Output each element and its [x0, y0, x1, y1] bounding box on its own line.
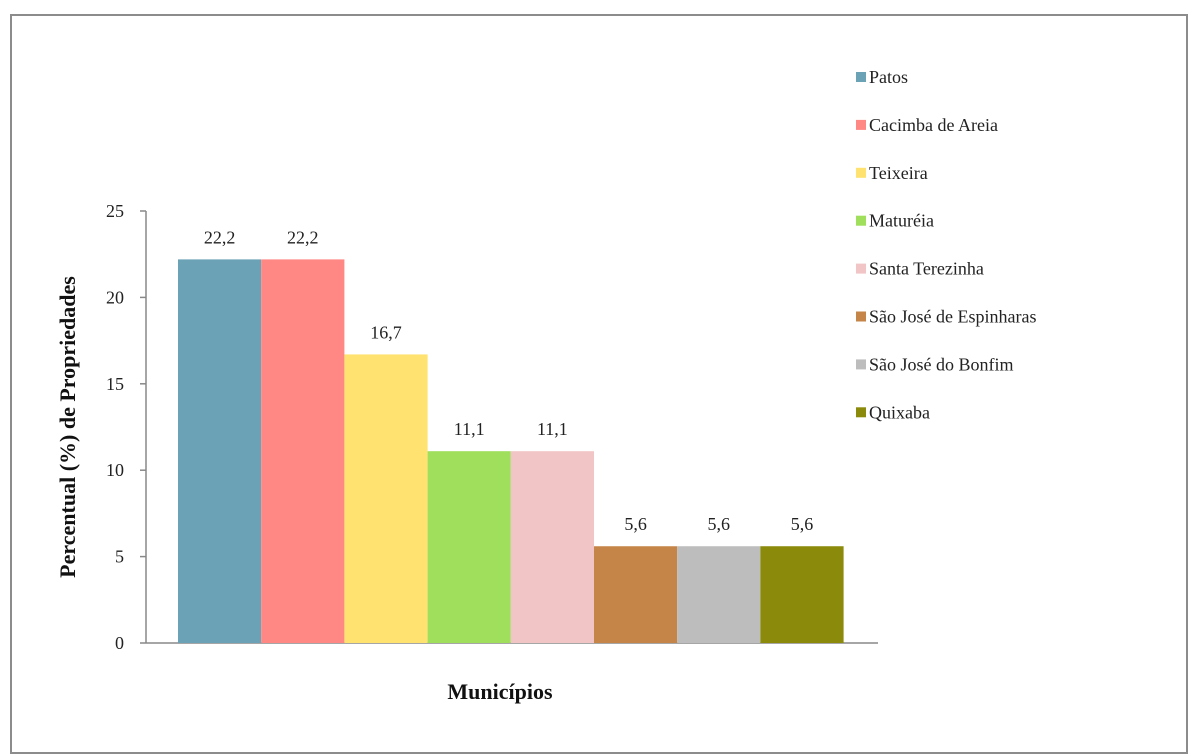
legend-swatch	[856, 215, 866, 226]
bar	[677, 546, 761, 643]
data-label: 5,6	[708, 514, 731, 534]
bar	[510, 451, 594, 643]
legend-label: Teixeira	[869, 163, 928, 183]
legend-label: Santa Terezinha	[869, 259, 984, 279]
legend-swatch	[856, 167, 866, 178]
legend-label: São José do Bonfim	[869, 354, 1014, 374]
bar	[344, 354, 428, 643]
y-tick-label: 0	[115, 633, 124, 653]
data-label: 11,1	[537, 419, 568, 439]
legend-label: Maturéia	[869, 211, 934, 231]
y-tick-label: 20	[106, 287, 124, 307]
legend-swatch	[856, 119, 866, 130]
bar	[760, 546, 844, 643]
data-label: 22,2	[204, 227, 236, 247]
legend-label: São José de Espinharas	[869, 307, 1036, 327]
y-tick-label: 10	[106, 460, 124, 480]
legend-swatch	[856, 72, 866, 82]
legend-label: Patos	[869, 67, 908, 87]
data-label: 11,1	[454, 419, 485, 439]
legend-swatch	[856, 263, 866, 274]
data-label: 5,6	[624, 514, 647, 534]
legend-swatch	[856, 359, 866, 370]
bars: 22,2 22,2 16,7 11,1 11,1 5,6 5,6 5,6	[178, 227, 844, 643]
bar	[178, 259, 262, 643]
legend-label: Cacimba de Areia	[869, 115, 998, 135]
bar	[427, 451, 511, 643]
bar	[594, 546, 678, 643]
legend-label: Quixaba	[869, 402, 930, 422]
y-tick-label: 15	[106, 374, 124, 394]
y-tick-label: 25	[106, 201, 124, 221]
x-axis-title: Municípios	[447, 679, 553, 704]
legend-swatch	[856, 407, 866, 418]
data-label: 5,6	[791, 514, 814, 534]
y-tick-label: 5	[115, 547, 124, 567]
y-axis-title: Percentual (%) de Propriedades	[55, 276, 80, 578]
legend-swatch	[856, 311, 866, 322]
data-label: 16,7	[370, 322, 402, 342]
data-label: 22,2	[287, 227, 319, 247]
bar	[261, 259, 345, 643]
legend: Patos Cacimba de Areia Teixeira Maturéia San…	[856, 67, 1036, 422]
